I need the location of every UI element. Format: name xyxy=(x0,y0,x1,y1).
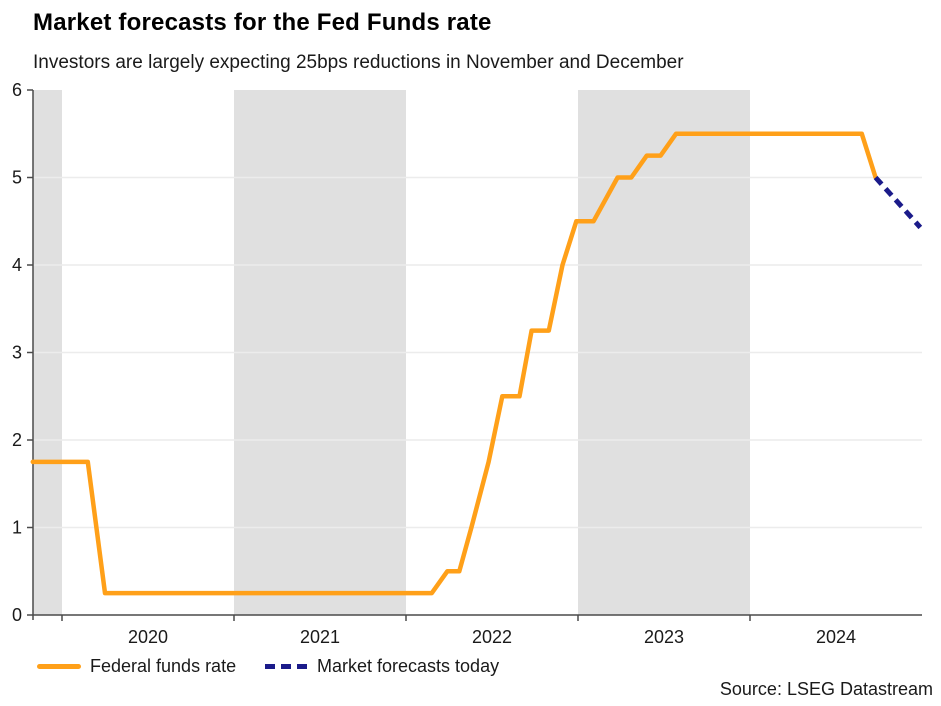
series-line-market-forecasts-today xyxy=(873,175,923,230)
x-axis-label: 2023 xyxy=(644,627,684,647)
y-axis-label: 2 xyxy=(12,430,22,450)
x-axis-label: 2022 xyxy=(472,627,512,647)
page-title: Market forecasts for the Fed Funds rate xyxy=(33,9,492,36)
x-axis-label: 2020 xyxy=(128,627,168,647)
legend-label-market-forecasts: Market forecasts today xyxy=(317,655,500,676)
x-axis-label: 2021 xyxy=(300,627,340,647)
page-subtitle: Investors are largely expecting 25bps re… xyxy=(33,52,684,73)
legend-item-market-forecasts: Market forecasts today xyxy=(265,654,499,678)
legend-item-federal-funds-rate: Federal funds rate xyxy=(37,654,236,678)
y-axis-label: 0 xyxy=(12,605,22,625)
y-axis-label: 6 xyxy=(12,80,22,100)
source-note: Source: LSEG Datastream xyxy=(719,679,933,699)
y-axis-label: 3 xyxy=(12,343,22,363)
y-axis-label: 5 xyxy=(12,168,22,188)
y-axis-label: 1 xyxy=(12,518,22,538)
legend-dashed-line-swatch xyxy=(265,663,308,669)
legend-solid-line-swatch xyxy=(37,663,81,669)
x-axis-label: 2024 xyxy=(816,627,856,647)
y-axis-label: 4 xyxy=(12,255,22,275)
legend-label-federal-funds-rate: Federal funds rate xyxy=(90,655,237,676)
series-line-federal-funds-rate xyxy=(30,131,878,596)
